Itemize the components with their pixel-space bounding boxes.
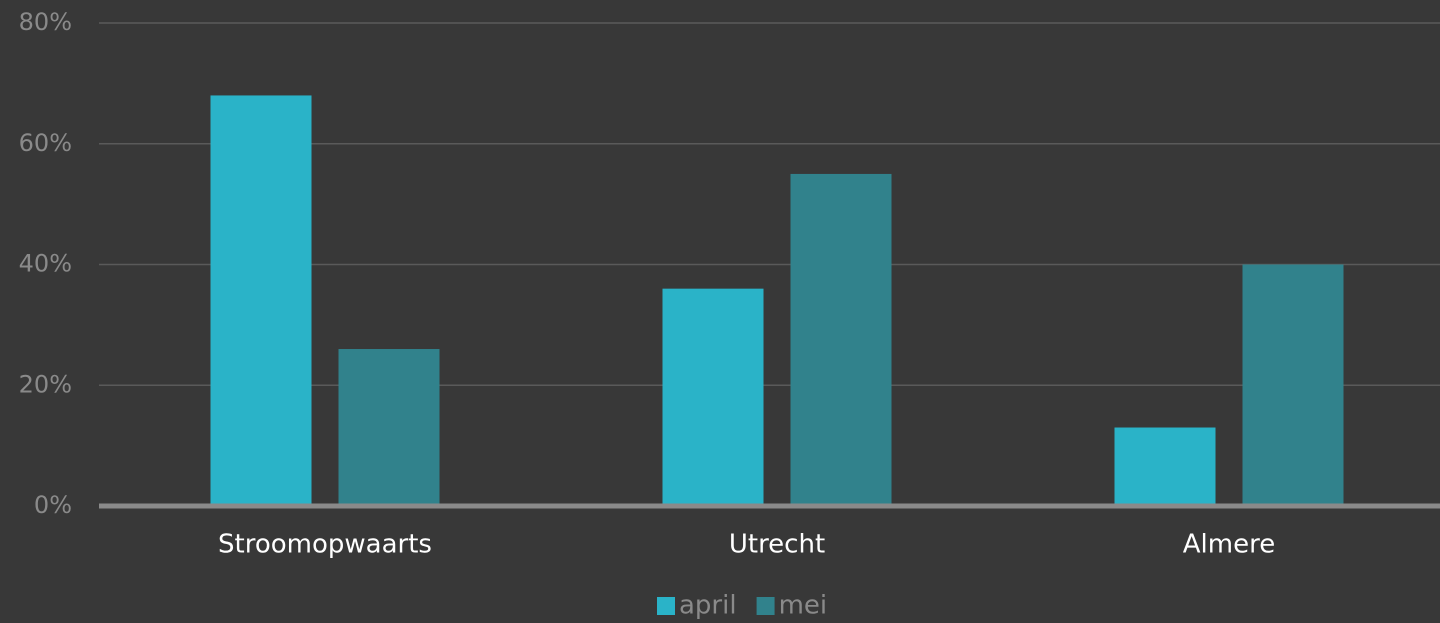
bar — [790, 173, 892, 506]
bar — [662, 288, 764, 506]
y-tick-label: 80% — [19, 8, 72, 36]
bar — [1114, 427, 1216, 506]
x-tick-label: Almere — [1183, 530, 1275, 560]
legend-label: mei — [779, 591, 828, 621]
y-tick-label: 0% — [34, 491, 72, 519]
y-tick-label: 60% — [19, 129, 72, 157]
y-tick-label: 20% — [19, 370, 72, 398]
legend-label: april — [679, 591, 737, 621]
x-tick-label: Stroomopwaarts — [218, 530, 432, 560]
bar — [1242, 264, 1344, 506]
legend-swatch — [657, 597, 675, 615]
legend-swatch — [756, 597, 775, 615]
y-tick-label: 40% — [19, 250, 72, 278]
x-tick-label: Utrecht — [729, 530, 825, 560]
bar — [210, 95, 312, 506]
bar — [338, 349, 440, 506]
